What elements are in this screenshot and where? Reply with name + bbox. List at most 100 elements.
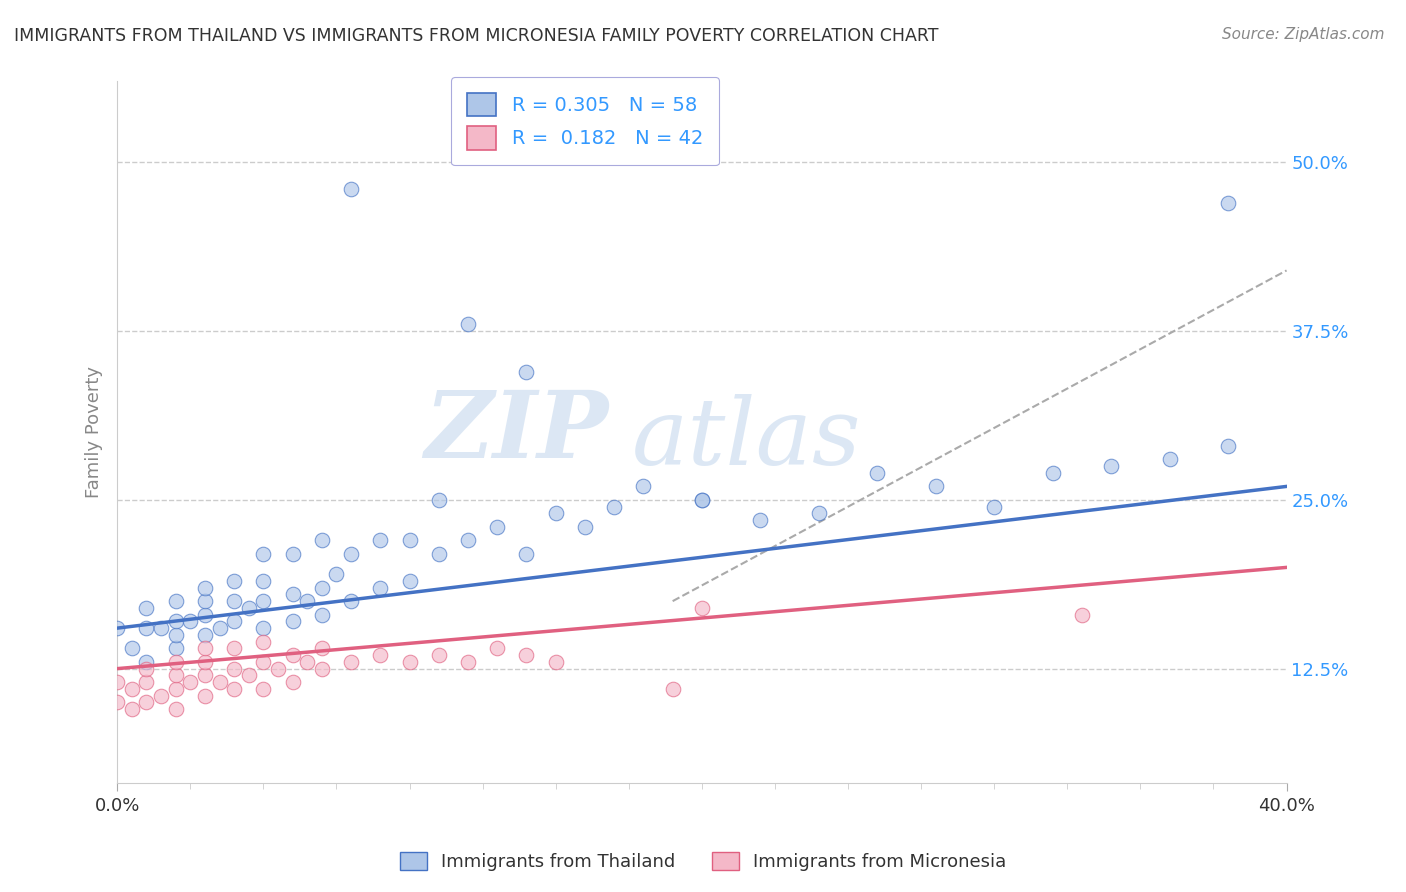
Point [135, 662, 157, 676]
Legend: R = 0.305   N = 58, R =  0.182   N = 42: R = 0.305 N = 58, R = 0.182 N = 42 [451, 77, 718, 165]
Point [194, 641, 217, 656]
Point [165, 702, 187, 716]
Point [297, 655, 319, 669]
Point [1159, 452, 1181, 467]
Point [311, 641, 333, 656]
Point [252, 634, 274, 648]
Point [297, 594, 319, 608]
Point [690, 492, 713, 507]
Point [238, 668, 260, 682]
Point [368, 648, 391, 662]
Point [427, 547, 450, 561]
Point [165, 628, 187, 642]
Point [311, 607, 333, 622]
Point [224, 615, 246, 629]
Point [457, 655, 479, 669]
Point [1099, 459, 1122, 474]
Point [165, 594, 187, 608]
Point [165, 668, 187, 682]
Point [135, 600, 157, 615]
Point [252, 594, 274, 608]
Point [457, 318, 479, 332]
Point [194, 668, 217, 682]
Point [515, 547, 537, 561]
Point [1216, 196, 1239, 211]
Point [252, 655, 274, 669]
Point [267, 662, 290, 676]
Point [1071, 607, 1094, 622]
Point [194, 607, 217, 622]
Point [121, 641, 143, 656]
Point [1216, 439, 1239, 453]
Point [165, 615, 187, 629]
Point [427, 648, 450, 662]
Legend: Immigrants from Thailand, Immigrants from Micronesia: Immigrants from Thailand, Immigrants fro… [392, 845, 1014, 879]
Point [224, 662, 246, 676]
Point [281, 675, 304, 690]
Point [340, 655, 363, 669]
Point [105, 675, 128, 690]
Point [150, 689, 173, 703]
Point [165, 641, 187, 656]
Point [135, 675, 157, 690]
Point [661, 681, 683, 696]
Point [866, 466, 889, 480]
Y-axis label: Family Poverty: Family Poverty [86, 367, 103, 499]
Point [690, 600, 713, 615]
Point [925, 479, 948, 493]
Point [368, 581, 391, 595]
Point [311, 662, 333, 676]
Point [544, 507, 567, 521]
Point [252, 574, 274, 588]
Point [179, 675, 201, 690]
Point [1042, 466, 1064, 480]
Point [105, 621, 128, 635]
Point [515, 648, 537, 662]
Point [368, 533, 391, 548]
Point [194, 628, 217, 642]
Text: ZIP: ZIP [425, 387, 609, 477]
Point [340, 182, 363, 196]
Point [252, 547, 274, 561]
Text: atlas: atlas [631, 394, 862, 484]
Point [281, 615, 304, 629]
Point [983, 500, 1005, 514]
Point [105, 695, 128, 709]
Point [208, 621, 231, 635]
Point [135, 621, 157, 635]
Point [224, 681, 246, 696]
Point [311, 533, 333, 548]
Point [194, 689, 217, 703]
Point [749, 513, 772, 527]
Point [457, 533, 479, 548]
Point [486, 641, 509, 656]
Point [208, 675, 231, 690]
Point [224, 594, 246, 608]
Point [633, 479, 655, 493]
Point [194, 581, 217, 595]
Point [574, 520, 596, 534]
Text: IMMIGRANTS FROM THAILAND VS IMMIGRANTS FROM MICRONESIA FAMILY POVERTY CORRELATIO: IMMIGRANTS FROM THAILAND VS IMMIGRANTS F… [14, 27, 939, 45]
Point [194, 655, 217, 669]
Point [252, 681, 274, 696]
Point [281, 587, 304, 601]
Point [252, 621, 274, 635]
Point [179, 615, 201, 629]
Point [165, 681, 187, 696]
Point [238, 600, 260, 615]
Point [398, 533, 420, 548]
Point [150, 621, 173, 635]
Point [340, 594, 363, 608]
Point [311, 581, 333, 595]
Point [121, 681, 143, 696]
Point [398, 574, 420, 588]
Point [427, 492, 450, 507]
Point [281, 648, 304, 662]
Point [194, 594, 217, 608]
Point [486, 520, 509, 534]
Point [515, 365, 537, 379]
Point [398, 655, 420, 669]
Text: Source: ZipAtlas.com: Source: ZipAtlas.com [1222, 27, 1385, 42]
Point [135, 695, 157, 709]
Point [165, 655, 187, 669]
